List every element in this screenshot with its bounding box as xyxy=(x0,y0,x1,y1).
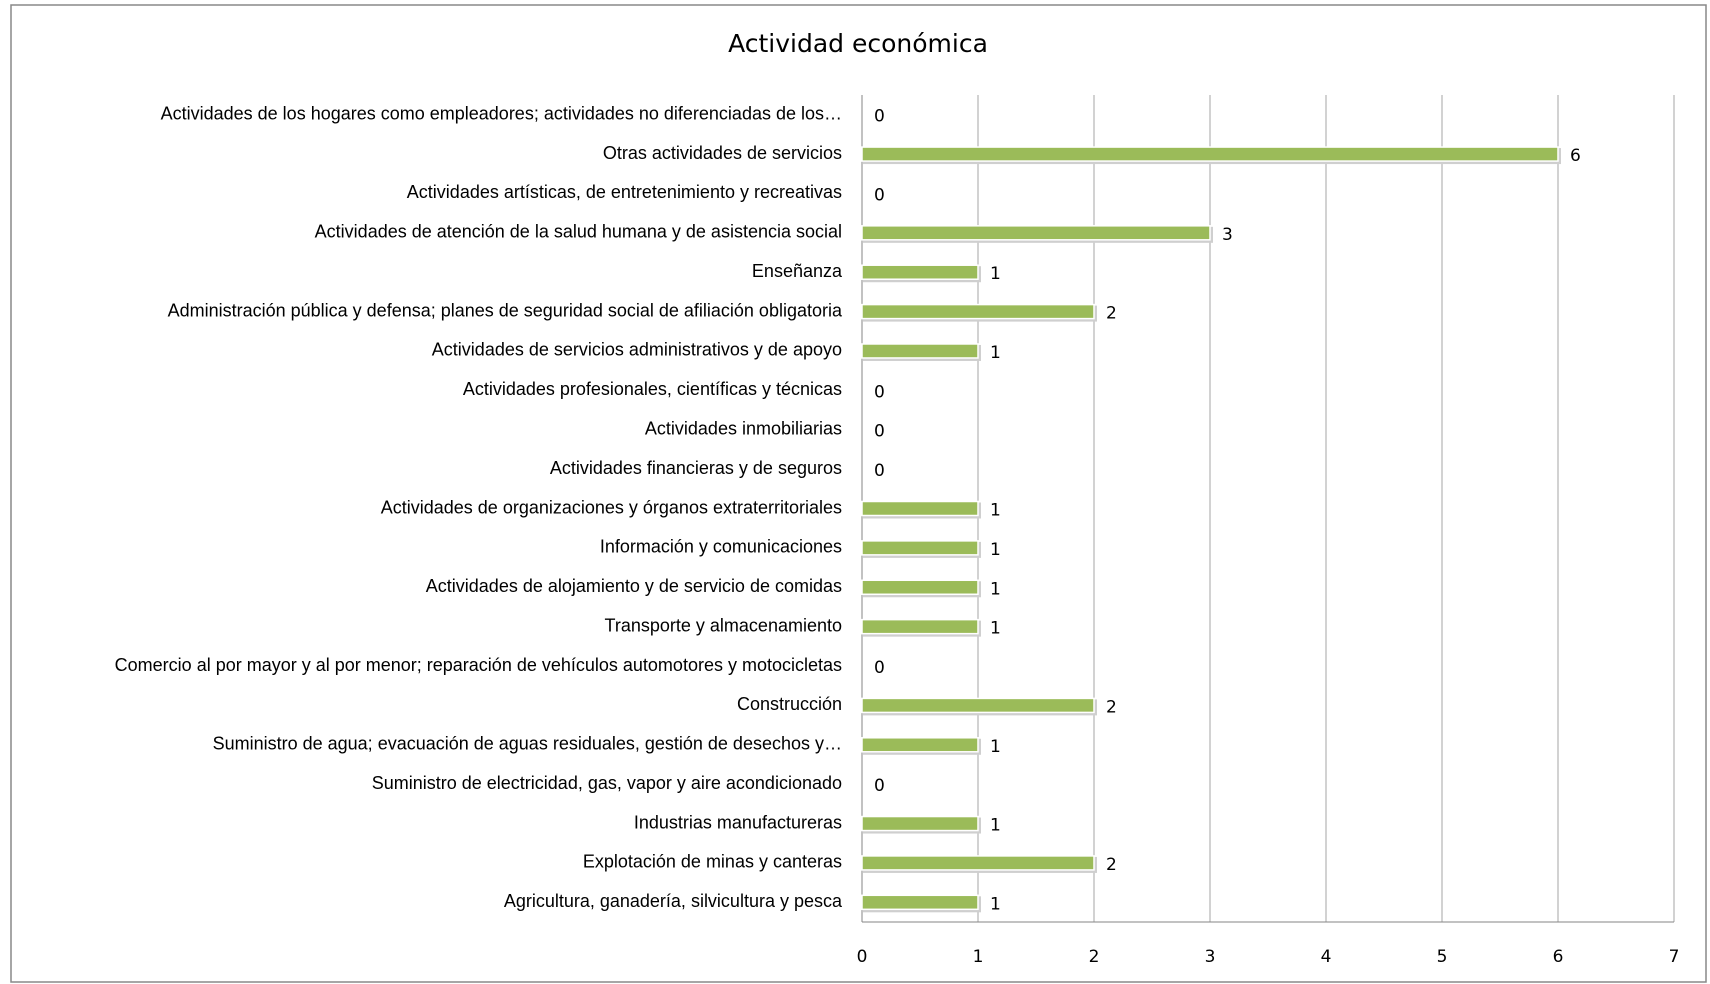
value-label: 1 xyxy=(990,816,1001,836)
y-tick-label: Actividades inmobiliarias xyxy=(645,418,842,438)
value-label: 0 xyxy=(874,461,885,481)
value-label: 0 xyxy=(874,422,885,442)
y-tick-label: Administración pública y defensa; planes… xyxy=(168,300,843,320)
y-tick-label: Suministro de electricidad, gas, vapor y… xyxy=(372,773,842,793)
y-tick-label: Actividades profesionales, científicas y… xyxy=(463,379,842,399)
value-label: 0 xyxy=(874,107,885,127)
y-tick-label: Explotación de minas y canteras xyxy=(583,852,842,872)
value-label: 1 xyxy=(990,894,1001,914)
bar xyxy=(861,618,979,635)
value-label: 3 xyxy=(1222,225,1233,245)
value-label: 6 xyxy=(1570,146,1581,166)
value-label: 0 xyxy=(874,185,885,205)
chart-title: Actividad económica xyxy=(728,29,988,58)
bar xyxy=(861,225,1211,241)
y-tick-label: Actividades de servicios administrativos… xyxy=(432,340,842,360)
bar xyxy=(861,343,979,359)
x-tick-label: 4 xyxy=(1321,947,1332,967)
y-tick-label: Actividades de los hogares como empleado… xyxy=(161,103,842,123)
x-tick-label: 6 xyxy=(1553,947,1564,967)
value-label: 1 xyxy=(990,264,1001,284)
y-tick-label: Comercio al por mayor y al por menor; re… xyxy=(115,655,842,675)
y-tick-label: Otras actividades de servicios xyxy=(603,143,842,163)
bar xyxy=(861,815,979,832)
x-tick-label: 2 xyxy=(1089,947,1100,967)
bar xyxy=(861,894,979,911)
y-tick-label: Información y comunicaciones xyxy=(600,537,842,557)
bar xyxy=(861,855,1095,871)
y-tick-label: Actividades de atención de la salud huma… xyxy=(315,222,842,242)
y-tick-label: Actividades de alojamiento y de servicio… xyxy=(426,576,842,596)
x-tick-label: 7 xyxy=(1669,947,1680,967)
value-label: 0 xyxy=(874,382,885,402)
y-tick-label: Actividades artísticas, de entretenimien… xyxy=(407,182,842,202)
value-label: 1 xyxy=(990,501,1001,521)
value-label: 0 xyxy=(874,776,885,796)
value-label: 1 xyxy=(990,540,1001,560)
x-tick-label: 0 xyxy=(857,947,868,967)
value-label: 2 xyxy=(1106,304,1117,324)
bar xyxy=(861,697,1095,714)
y-tick-label: Enseñanza xyxy=(752,261,843,281)
value-label: 2 xyxy=(1106,855,1117,875)
value-label: 2 xyxy=(1106,697,1117,717)
bar xyxy=(861,500,979,517)
y-tick-label: Actividades financieras y de seguros xyxy=(550,458,842,478)
value-label: 1 xyxy=(990,737,1001,757)
x-tick-label: 1 xyxy=(973,947,984,967)
y-tick-label: Industrias manufactureras xyxy=(634,812,842,832)
y-tick-label: Suministro de agua; evacuación de aguas … xyxy=(213,734,842,754)
y-tick-label: Transporte y almacenamiento xyxy=(605,615,842,635)
bar xyxy=(861,264,979,280)
x-tick-label: 5 xyxy=(1437,947,1448,967)
chart-frame xyxy=(10,4,1707,983)
bar xyxy=(861,146,1559,162)
value-label: 1 xyxy=(990,619,1001,639)
bar xyxy=(861,540,979,556)
value-label: 1 xyxy=(990,343,1001,363)
x-tick-label: 3 xyxy=(1205,947,1216,967)
y-tick-label: Actividades de organizaciones y órganos … xyxy=(381,497,842,517)
value-label: 0 xyxy=(874,658,885,678)
bar xyxy=(861,737,979,753)
y-tick-label: Agricultura, ganadería, silvicultura y p… xyxy=(504,891,843,911)
bar xyxy=(861,303,1095,320)
y-tick-label: Construcción xyxy=(737,694,842,714)
bar xyxy=(861,579,979,596)
value-label: 1 xyxy=(990,579,1001,599)
